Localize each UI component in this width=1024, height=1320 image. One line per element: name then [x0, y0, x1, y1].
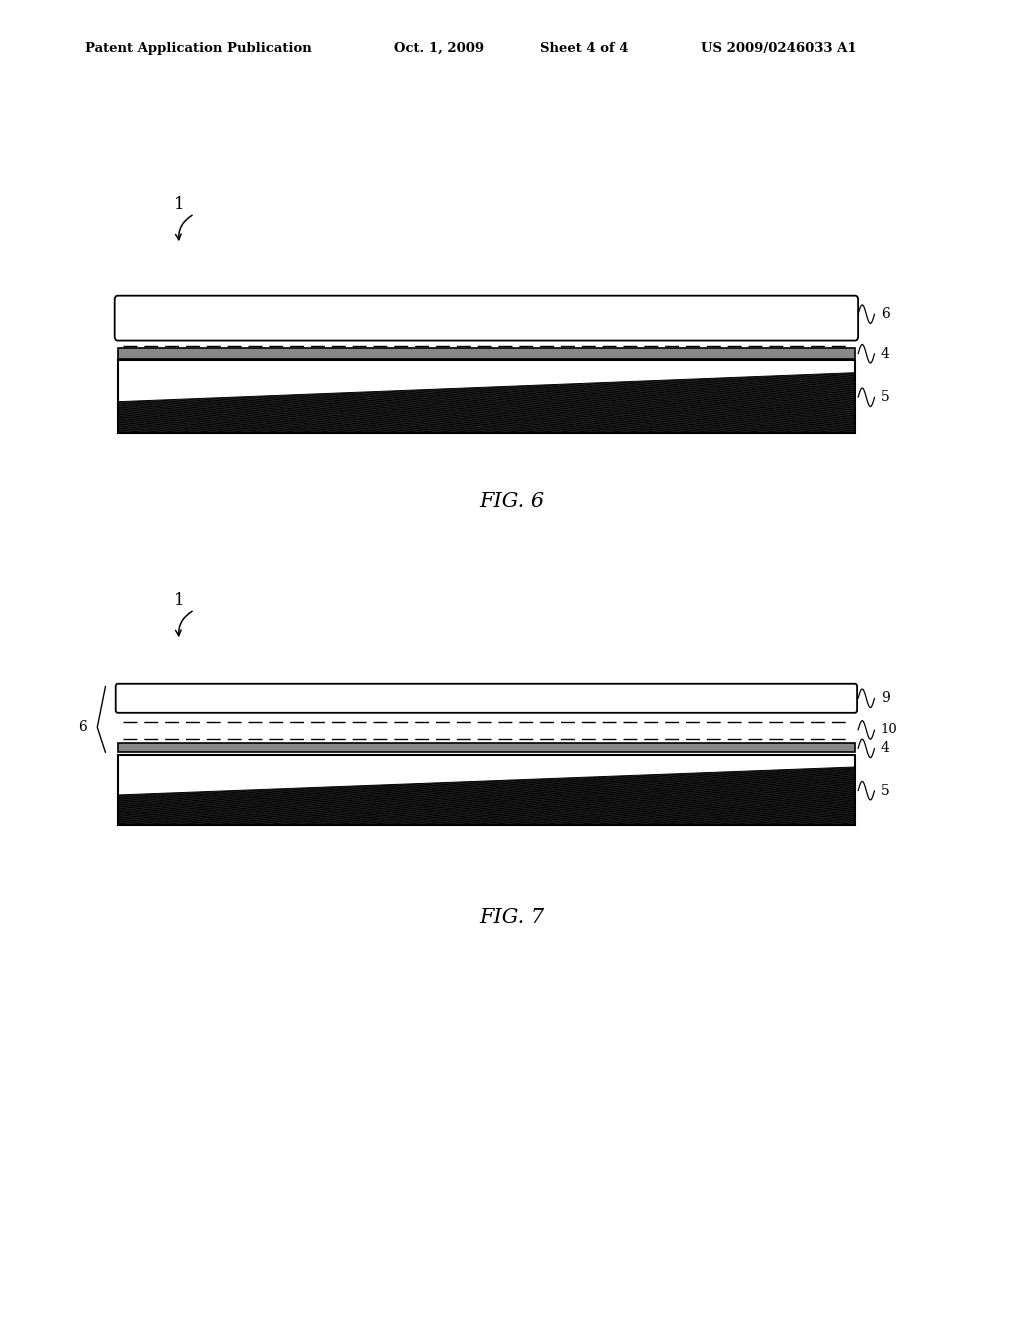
Text: FIG. 7: FIG. 7	[479, 908, 545, 927]
Bar	[118, 360, 855, 433]
FancyBboxPatch shape	[116, 684, 857, 713]
Text: 5: 5	[881, 391, 890, 404]
FancyBboxPatch shape	[115, 296, 858, 341]
Bar	[118, 348, 855, 359]
Text: 6: 6	[881, 308, 890, 321]
Text: Sheet 4 of 4: Sheet 4 of 4	[540, 42, 628, 55]
Text: 1: 1	[174, 197, 184, 213]
Bar	[118, 755, 855, 825]
Text: 5: 5	[881, 784, 890, 797]
Text: 6: 6	[79, 721, 87, 734]
Text: 4: 4	[881, 742, 890, 755]
Text: Oct. 1, 2009: Oct. 1, 2009	[394, 42, 484, 55]
Text: 10: 10	[881, 723, 897, 737]
Bar	[118, 743, 855, 752]
Text: FIG. 6: FIG. 6	[479, 492, 545, 511]
Text: Patent Application Publication: Patent Application Publication	[85, 42, 311, 55]
Text: 9: 9	[881, 692, 890, 705]
Text: 4: 4	[881, 347, 890, 360]
Text: US 2009/0246033 A1: US 2009/0246033 A1	[701, 42, 857, 55]
Text: 1: 1	[174, 593, 184, 609]
